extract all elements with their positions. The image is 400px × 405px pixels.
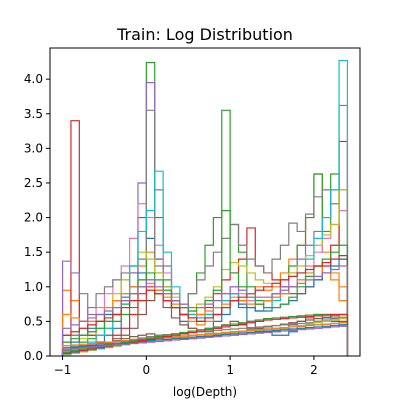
histogram-series-22 [61,322,349,356]
chart-title: Train: Log Distribution [116,25,293,44]
histogram-series-24 [61,313,349,356]
histogram-series-21 [61,324,349,356]
x-tick-label: 2 [310,363,318,377]
x-tick-label: 1 [226,363,234,377]
y-tick-label: 4.0 [24,72,43,86]
histogram-series-25 [61,325,349,356]
y-tick-label: 2.5 [24,176,43,190]
plot-frame [49,47,361,357]
y-tick-label: 3.5 [24,107,43,121]
y-tick-label: 1.0 [24,280,43,294]
series-layer [61,59,349,356]
x-axis-label: log(Depth) [173,385,237,399]
y-tick-label: 3.0 [24,141,43,155]
y-tick-label: 0.0 [24,349,43,363]
y-tick-label: 1.5 [24,245,43,259]
y-axis: 0.0 0.5 1.0 1.5 2.0 2.5 3.0 3.5 4.0 [24,72,50,363]
histogram-series-14 [61,255,349,356]
x-tick-label: −1 [54,363,72,377]
x-axis: −1 0 1 2 [54,356,318,377]
histogram-series-23 [61,313,349,356]
y-tick-label: 2.0 [24,211,43,225]
histogram-series-8 [61,109,349,356]
x-tick-label: 0 [143,363,151,377]
histogram-series-15 [61,265,349,356]
y-tick-label: 0.5 [24,314,43,328]
